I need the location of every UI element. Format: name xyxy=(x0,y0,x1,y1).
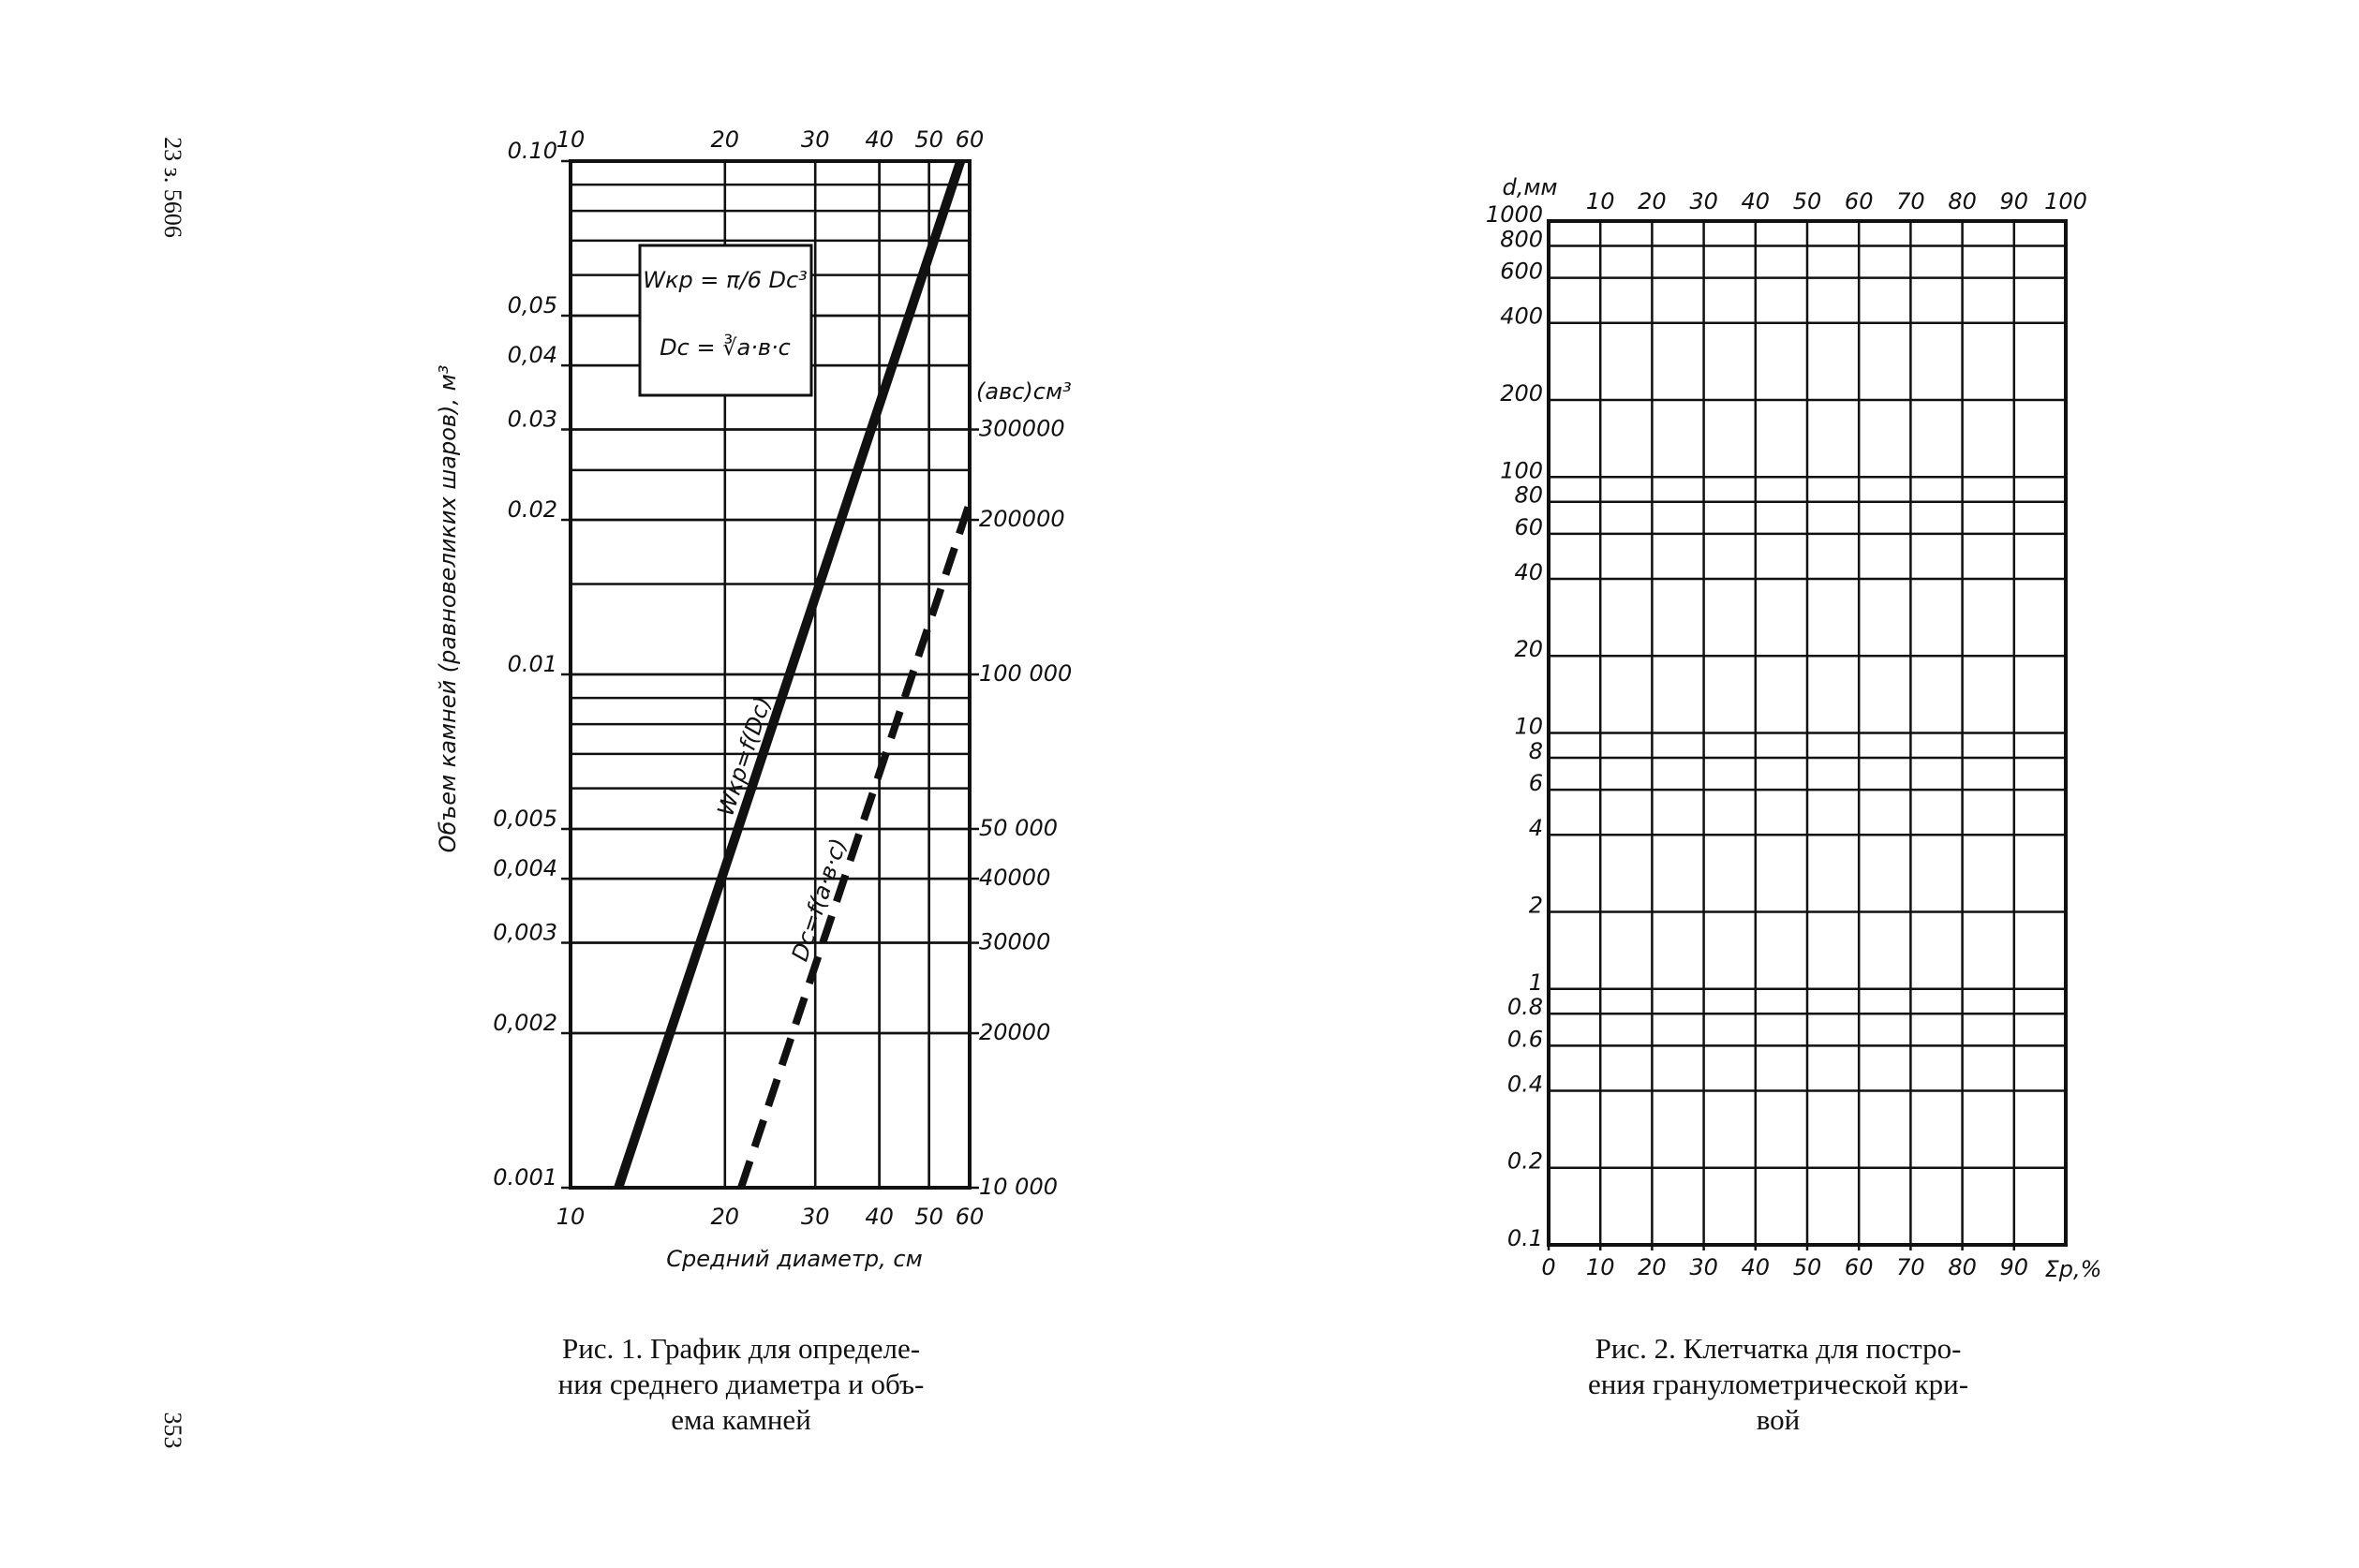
chart-title: ения гранулометрической кри- xyxy=(1588,1368,1968,1400)
y-axis-label: Объем камней (равновеликих шаров), м³ xyxy=(435,365,461,853)
x-tick-label-top: 70 xyxy=(1896,188,1925,214)
plot-frame xyxy=(569,159,972,1190)
x-tick-label: 20 xyxy=(1638,1254,1667,1280)
y-tick-label: 0.01 xyxy=(508,651,557,677)
x-tick-label: 30 xyxy=(1689,1254,1718,1280)
y-tick-label: 0.02 xyxy=(508,496,557,523)
y-tick-label: 4 xyxy=(1529,815,1543,841)
x-tick-label: 50 xyxy=(1793,1254,1822,1280)
series-label: Dc=f(a·в·c) xyxy=(787,835,853,964)
y-tick-label: 0,004 xyxy=(493,855,557,881)
y-tick-label: 40 xyxy=(1514,559,1543,585)
formula-box xyxy=(638,244,813,397)
y-tick-label: 0.10 xyxy=(508,138,557,164)
y-tick-label: 20 xyxy=(1514,636,1543,662)
x-axis-label: Σр,% xyxy=(2045,1256,2102,1282)
x-tick-label-top: 50 xyxy=(914,126,943,153)
y-tick-label: 2 xyxy=(1529,892,1543,918)
y-tick-label: 0,003 xyxy=(493,920,557,946)
x-tick-label: 60 xyxy=(1845,1254,1874,1280)
y-tick-label: 0.6 xyxy=(1507,1026,1543,1052)
y-tick-label: 10 xyxy=(1514,714,1543,740)
plot-frame xyxy=(1547,219,2068,1247)
y2-tick-label: 40000 xyxy=(979,865,1050,891)
x-tick-label-top: 80 xyxy=(1948,188,1977,214)
y-tick-label: 8 xyxy=(1529,738,1543,764)
x-tick-label-top: 30 xyxy=(1689,188,1718,214)
x-tick-label-top: 50 xyxy=(1793,188,1822,214)
x-tick-label-top: 40 xyxy=(1742,188,1771,214)
y-tick-label: 0.8 xyxy=(1507,994,1543,1020)
y-tick-label: 80 xyxy=(1514,482,1543,509)
y-tick-label: 1 xyxy=(1529,969,1543,996)
y-tick-label: 0.4 xyxy=(1507,1071,1543,1097)
x-tick-label-top: 100 xyxy=(2044,188,2087,214)
x-tick-label: 70 xyxy=(1896,1254,1925,1280)
page-number: 353 xyxy=(159,1413,186,1449)
x-tick-label-top: 40 xyxy=(865,126,894,153)
y2-axis-label: (авс)см³ xyxy=(976,378,1072,405)
margin-note: 23 з. 5606 xyxy=(159,137,186,238)
x-tick-label: 40 xyxy=(865,1204,894,1230)
x-tick-label-top: 20 xyxy=(711,126,740,153)
x-tick-label: 50 xyxy=(914,1204,943,1230)
y2-tick-label: 300000 xyxy=(979,416,1065,442)
x-tick-label-top: 30 xyxy=(801,126,830,153)
y2-tick-label: 20000 xyxy=(979,1019,1050,1045)
y-tick-label: 6 xyxy=(1529,770,1543,796)
chart-title: Рис. 1. График для определе- xyxy=(562,1332,920,1365)
chart-title: ема камней xyxy=(671,1403,811,1436)
y-tick-label: 0,05 xyxy=(508,292,557,318)
formula: Dc = ∛a·в·c xyxy=(660,333,791,361)
series-line xyxy=(614,159,966,1190)
y2-tick-label: 200000 xyxy=(979,506,1065,532)
x-tick-label-top: 10 xyxy=(556,126,586,153)
x-tick-label: 0 xyxy=(1541,1254,1555,1280)
y-tick-label: 0.001 xyxy=(493,1164,557,1191)
formula: Wкр = π/6 Dc³ xyxy=(643,267,808,293)
x-tick-label: 90 xyxy=(2000,1254,2029,1280)
y-tick-label: 1000 xyxy=(1486,201,1543,228)
chart-title: вой xyxy=(1757,1403,1801,1436)
x-tick-label: 10 xyxy=(556,1204,586,1230)
y-axis-label: d,мм xyxy=(1502,174,1557,200)
x-tick-label: 80 xyxy=(1948,1254,1977,1280)
x-tick-label: 10 xyxy=(1586,1254,1615,1280)
chart-title: ния среднего диаметра и объ- xyxy=(558,1368,925,1400)
y-tick-label: 100 xyxy=(1500,457,1543,483)
y2-tick-label: 50 000 xyxy=(979,815,1058,841)
y-tick-label: 60 xyxy=(1514,514,1543,540)
x-tick-label: 60 xyxy=(956,1204,985,1230)
x-tick-label-top: 20 xyxy=(1638,188,1667,214)
chart-2: 10 20 30 40 50 60 70 80 90 1000 10 20 30 40 50 60 70 80 90… xyxy=(1486,174,2102,1436)
y-tick-label: 0.03 xyxy=(508,407,557,433)
y-tick-label: 400 xyxy=(1500,303,1543,330)
y-tick-label: 0.1 xyxy=(1507,1225,1543,1251)
y-tick-label: 0.2 xyxy=(1507,1148,1543,1175)
y-tick-label: 800 xyxy=(1500,226,1543,252)
chart-title: Рис. 2. Клетчатка для постро- xyxy=(1595,1332,1962,1365)
y-tick-label: 0,04 xyxy=(508,342,557,368)
y-tick-label: 0,002 xyxy=(493,1010,557,1036)
chart-1: 10 10 20 20 30 30 40 40 50 50 60 60 0.001 0,002 0,003 0… xyxy=(435,126,1072,1436)
y-tick-label: 600 xyxy=(1500,259,1543,285)
x-axis-label: Средний диаметр, см xyxy=(666,1246,922,1272)
y2-tick-label: 30000 xyxy=(979,929,1050,955)
x-tick-label-top: 60 xyxy=(1845,188,1874,214)
x-tick-label: 30 xyxy=(801,1204,830,1230)
x-tick-label: 40 xyxy=(1742,1254,1771,1280)
x-tick-label: 20 xyxy=(711,1204,740,1230)
x-tick-label-top: 60 xyxy=(956,126,985,153)
y-tick-label: 0,005 xyxy=(493,806,557,832)
series-line xyxy=(737,501,973,1190)
x-tick-label-top: 10 xyxy=(1586,188,1615,214)
y-tick-label: 200 xyxy=(1500,380,1543,407)
x-tick-label-top: 90 xyxy=(2000,188,2029,214)
y2-tick-label: 100 000 xyxy=(979,660,1072,687)
y2-tick-label: 10 000 xyxy=(979,1174,1058,1200)
